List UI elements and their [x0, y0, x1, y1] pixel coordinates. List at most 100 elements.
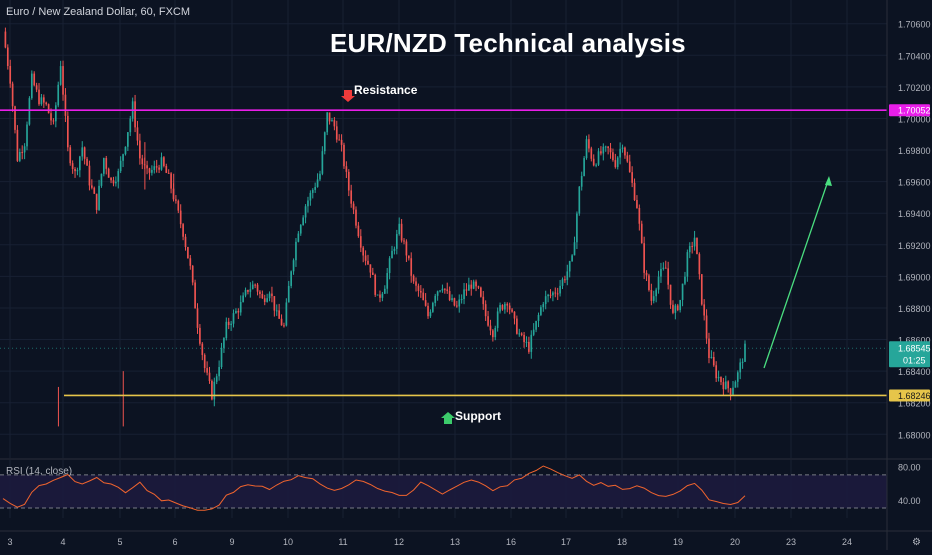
candle-body	[163, 157, 165, 166]
candle-body	[419, 290, 422, 293]
x-tick-label-6: 11	[338, 537, 347, 547]
y-tick-label-9: 1.68800	[898, 304, 931, 314]
candle-body	[386, 273, 389, 289]
candle-body	[451, 298, 453, 301]
candle-body	[516, 318, 518, 334]
rsi-tick-label-0: 80.00	[898, 463, 921, 473]
candle-body	[453, 298, 456, 306]
candle-body	[468, 284, 470, 291]
candle-body	[655, 289, 657, 297]
x-tick-label-14: 23	[786, 537, 796, 547]
y-tick-label-1: 1.70400	[898, 51, 931, 61]
candle-body	[52, 120, 55, 122]
candle-body	[405, 241, 408, 256]
candle-body	[643, 243, 645, 273]
candle-body	[371, 272, 374, 275]
resistance-arrow-icon	[341, 90, 355, 102]
candle-body	[508, 305, 511, 310]
candle-body	[47, 104, 50, 114]
candle-body	[139, 140, 141, 159]
candle-body	[720, 376, 722, 383]
candle-body	[602, 146, 605, 154]
candle-body	[436, 291, 439, 296]
candle-body	[520, 333, 523, 335]
candle-body	[528, 341, 530, 352]
candle-body	[496, 311, 499, 328]
candle-body	[439, 290, 441, 292]
candle-body	[395, 234, 398, 249]
candle-body	[633, 182, 636, 201]
candle-body	[184, 236, 187, 248]
candle-body	[160, 157, 163, 170]
candle-body	[487, 316, 489, 326]
candle-body	[302, 217, 305, 226]
candle-body	[314, 186, 317, 190]
candle-body	[355, 209, 357, 226]
candle-body	[249, 289, 252, 292]
candle-body	[576, 213, 578, 243]
candle-body	[347, 171, 350, 191]
x-tick-label-2: 5	[117, 537, 122, 547]
x-tick-label-4: 9	[229, 537, 234, 547]
candle-body	[628, 161, 631, 173]
candle-body	[506, 303, 509, 306]
candle-body	[54, 105, 57, 122]
candle-body	[213, 381, 216, 400]
countdown-tag: 01:25	[903, 356, 926, 366]
candle-body	[460, 299, 463, 301]
candle-body	[362, 247, 365, 256]
candle-body	[91, 185, 93, 188]
candle-body	[700, 274, 703, 305]
candle-body	[251, 284, 254, 290]
candle-body	[38, 89, 40, 105]
current-price-tag-bg	[889, 341, 930, 368]
candle-body	[578, 186, 581, 214]
candle-body	[604, 146, 607, 148]
candle-body	[107, 168, 110, 178]
candle-body	[326, 112, 329, 133]
candle-body	[271, 293, 273, 297]
resistance-price-tag: 1.70052	[898, 106, 931, 116]
candle-body	[590, 148, 593, 159]
candle-body	[333, 120, 336, 127]
candle-body	[631, 172, 633, 183]
candle-body	[218, 367, 220, 377]
candle-body	[357, 225, 360, 237]
candle-body	[225, 321, 228, 339]
candle-body	[585, 139, 588, 159]
x-tick-label-15: 24	[842, 537, 852, 547]
candle-body	[693, 237, 696, 247]
candle-body	[422, 292, 425, 301]
candle-body	[64, 94, 67, 116]
candle-body	[492, 330, 494, 338]
candle-body	[261, 294, 264, 299]
candle-body	[549, 294, 552, 296]
candle-body	[544, 296, 547, 305]
candle-body	[566, 271, 569, 281]
candle-body	[621, 147, 624, 149]
candle-body	[148, 168, 151, 173]
candle-body	[359, 236, 362, 248]
candle-body	[379, 294, 381, 298]
candle-body	[482, 296, 485, 305]
candle-body	[182, 224, 184, 237]
candle-body	[456, 305, 458, 307]
y-tick-label-6: 1.69400	[898, 209, 931, 219]
candle-body	[74, 168, 76, 172]
candle-body	[259, 291, 261, 295]
candle-body	[9, 66, 12, 84]
candle-body	[429, 311, 432, 317]
candle-body	[307, 200, 309, 207]
candle-body	[736, 372, 739, 382]
candle-body	[40, 97, 43, 105]
current-price-tag: 1.68545	[898, 344, 931, 354]
candle-body	[434, 295, 437, 303]
candle-body	[535, 320, 537, 330]
candle-body	[470, 284, 473, 289]
candle-body	[290, 271, 292, 286]
candle-body	[499, 305, 501, 312]
candle-body	[35, 85, 38, 90]
candle-body	[275, 310, 278, 312]
candle-body	[568, 261, 571, 272]
